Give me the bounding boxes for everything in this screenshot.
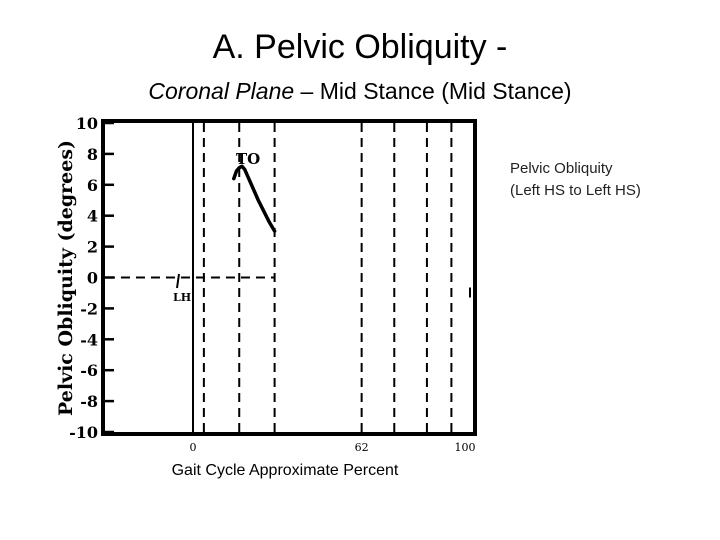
annotation-mark: [176, 273, 180, 289]
annotation-lh: LH: [173, 291, 191, 304]
data-series: [232, 164, 277, 233]
subtitle-phase: – Mid Stance (Mid Stance): [294, 78, 572, 104]
legend-subtitle: (Left HS to Left HS): [510, 182, 641, 199]
slide-subtitle: Coronal Plane – Mid Stance (Mid Stance): [0, 78, 720, 105]
y-tick-label: 2: [87, 238, 98, 257]
legend-title: Pelvic Obliquity: [510, 160, 613, 177]
y-tick-label: -8: [80, 392, 98, 411]
subtitle-plane: Coronal Plane: [148, 78, 295, 104]
y-tick-label: -2: [80, 299, 98, 318]
x-tick-label: 62: [355, 441, 369, 454]
y-tick-label: -4: [80, 330, 98, 349]
reference-lines: [105, 123, 471, 432]
y-tick-label: -6: [80, 361, 98, 380]
y-tick-label: 0: [87, 269, 98, 288]
x-axis-label: Gait Cycle Approximate Percent: [172, 462, 399, 479]
x-axis-ticks: 0 62 100: [190, 441, 476, 454]
annotation-to: TO: [236, 150, 260, 168]
y-tick-label: 10: [76, 114, 98, 133]
y-axis-ticks: 10 8 6 4 2 0 -2 -4 -6 -8 -10: [69, 114, 114, 442]
series-line: [232, 164, 277, 233]
x-tick-label: 100: [455, 441, 476, 454]
x-tick-label: 0: [190, 441, 197, 454]
y-tick-label: 6: [87, 176, 98, 195]
slide-title: A. Pelvic Obliquity -: [212, 28, 508, 66]
y-tick-label: -10: [69, 423, 98, 442]
y-tick-label: 8: [87, 145, 98, 164]
y-axis-label: Pelvic Obliquity (degrees): [55, 140, 77, 416]
y-tick-label: 4: [87, 207, 98, 226]
